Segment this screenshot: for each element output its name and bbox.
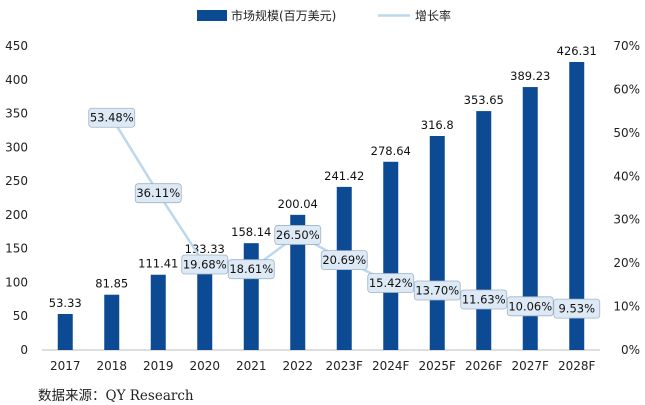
- bar-value-label: 53.33: [49, 296, 82, 310]
- left-y-tick-label: 0: [20, 343, 28, 357]
- bar: [429, 135, 445, 350]
- bar-value-label: 200.04: [278, 197, 318, 211]
- rate-value-label: 11.63%: [462, 292, 506, 306]
- right-y-tick-label: 0%: [621, 343, 640, 357]
- rate-label-box: [320, 250, 368, 271]
- bar: [290, 214, 306, 350]
- x-tick-label: 2020: [189, 359, 220, 373]
- bar-value-label: 353.65: [464, 93, 504, 107]
- rate-value-label: 36.11%: [136, 186, 180, 200]
- rate-value-label: 9.53%: [558, 302, 595, 316]
- rate-value-label: 26.50%: [276, 228, 320, 242]
- bar: [104, 294, 120, 350]
- x-tick-label: 2026F: [465, 359, 503, 373]
- rate-value-label: 10.06%: [508, 299, 552, 313]
- rate-value-label: 18.61%: [229, 262, 273, 276]
- bar-value-label: 316.8: [421, 118, 454, 132]
- rate-label-box: [227, 259, 275, 280]
- source-note: 数据来源：QY Research: [38, 388, 194, 404]
- bar: [150, 274, 166, 350]
- rate-value-label: 13.70%: [415, 284, 459, 298]
- x-tick-label: 2027F: [512, 359, 550, 373]
- right-y-tick-label: 20%: [613, 256, 640, 270]
- left-y-tick-label: 400: [5, 73, 28, 87]
- legend-line-label: 增长率: [415, 8, 451, 23]
- bar: [522, 87, 538, 350]
- bar-value-label: 241.42: [324, 169, 364, 183]
- bar-value-label: 389.23: [510, 69, 550, 83]
- left-y-tick-label: 300: [5, 140, 28, 154]
- rate-value-label: 15.42%: [369, 276, 413, 290]
- right-y-tick-label: 70%: [613, 39, 640, 53]
- x-tick-label: 2025F: [419, 359, 457, 373]
- bar: [476, 111, 492, 350]
- x-tick-label: 2022: [282, 359, 313, 373]
- rate-label-box: [274, 225, 322, 245]
- left-y-tick-label: 450: [5, 39, 28, 53]
- bar-value-label: 81.85: [95, 277, 128, 291]
- x-tick-label: 2017: [50, 359, 81, 373]
- legend-bar-label: 市场规模(百万美元): [231, 8, 336, 23]
- left-y-tick-label: 150: [5, 242, 28, 256]
- left-y-tick-label: 200: [5, 208, 28, 222]
- rate-value-label: 19.68%: [183, 258, 227, 272]
- rate-label-box: [181, 254, 229, 275]
- rate-label-box: [367, 273, 415, 293]
- right-y-tick-label: 40%: [613, 169, 640, 183]
- rate-label-box: [460, 289, 508, 310]
- left-y-tick-label: 350: [5, 107, 28, 121]
- rate-label-box: [413, 280, 461, 301]
- x-tick-label: 2021: [236, 359, 267, 373]
- right-y-tick-label: 50%: [613, 126, 640, 140]
- left-y-tick-label: 100: [5, 275, 28, 289]
- bar: [57, 313, 73, 350]
- x-tick-label: 2019: [143, 359, 174, 373]
- x-tick-label: 2028F: [558, 359, 596, 373]
- rate-label-box: [553, 298, 601, 319]
- bar-value-label: 158.14: [231, 225, 271, 239]
- bar-value-label: 111.41: [138, 257, 178, 271]
- bar: [383, 161, 399, 350]
- bar: [197, 259, 213, 350]
- rate-label-box: [88, 107, 136, 128]
- rate-value-label: 20.69%: [322, 253, 366, 267]
- bar: [243, 243, 259, 350]
- bar-value-label: 426.31: [557, 44, 597, 58]
- x-tick-label: 2024F: [372, 359, 410, 373]
- right-y-tick-label: 10%: [613, 300, 640, 314]
- rate-label-box: [506, 296, 554, 317]
- right-y-tick-label: 30%: [613, 213, 640, 227]
- rate-label-box: [134, 183, 182, 204]
- bar-value-label: 278.64: [371, 144, 411, 158]
- right-y-tick-label: 60%: [613, 82, 640, 96]
- bar: [569, 62, 585, 351]
- x-tick-label: 2018: [96, 359, 127, 373]
- left-y-tick-label: 50: [13, 309, 28, 323]
- x-tick-label: 2023F: [326, 359, 364, 373]
- legend-bar-swatch: [197, 10, 227, 21]
- bar-value-label: 133.33: [185, 242, 225, 256]
- left-y-tick-label: 250: [5, 174, 28, 188]
- rate-value-label: 53.48%: [90, 111, 134, 125]
